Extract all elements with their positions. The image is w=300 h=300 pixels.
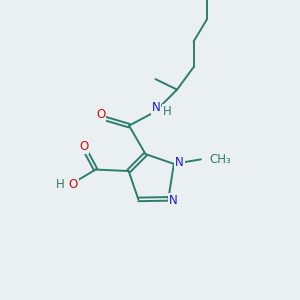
Text: O: O: [79, 140, 88, 153]
Text: H: H: [163, 105, 172, 118]
Text: CH₃: CH₃: [209, 153, 231, 166]
Text: N: N: [169, 194, 178, 207]
Text: O: O: [68, 178, 78, 191]
Text: H: H: [56, 178, 65, 191]
Text: N: N: [152, 101, 161, 114]
Text: O: O: [96, 108, 105, 121]
Text: N: N: [175, 156, 184, 169]
